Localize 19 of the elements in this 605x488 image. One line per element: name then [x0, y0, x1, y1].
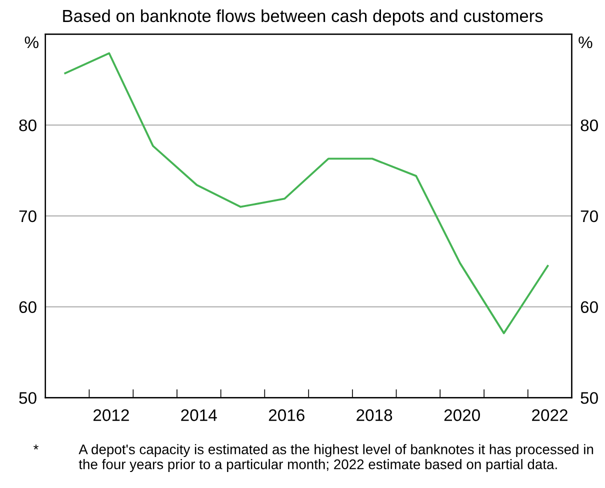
- y2-tick-label: 60: [580, 301, 598, 314]
- y-tick-label: 80: [19, 119, 36, 132]
- chart-title: Based on banknote flows between cash depots and customers: [63, 9, 543, 26]
- x-tick-label: 2012: [93, 409, 129, 422]
- x-tick-label: 2018: [356, 409, 392, 422]
- y2-axis-title: %: [578, 36, 592, 48]
- y-tick-label: 50: [19, 392, 36, 404]
- line-series: [64, 52, 549, 334]
- x-tick-label: 2014: [181, 409, 217, 422]
- y2-tick-label: 80: [580, 119, 598, 132]
- x-tick-label: 2016: [268, 409, 304, 422]
- text: * A depot's capacity is estimated as the highest level of banknotes it has processed in the four years prior to a particular month; 2022 estimate based on partial data.: [34, 444, 594, 472]
- y-tick-label: 70: [19, 210, 36, 222]
- y2-tick-label: 70: [580, 210, 598, 222]
- x-tick-label: 2020: [444, 409, 480, 422]
- x-tick-label: 2022: [532, 409, 568, 422]
- y-tick-label: 60: [19, 301, 36, 314]
- y-axis-title: %: [24, 36, 38, 48]
- y2-tick-label: 50: [580, 392, 598, 404]
